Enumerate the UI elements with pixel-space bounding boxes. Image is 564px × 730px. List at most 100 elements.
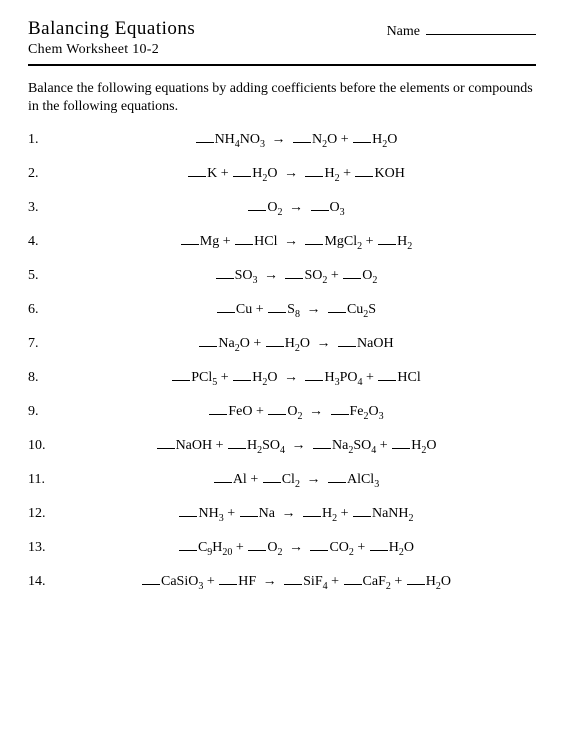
equation: K + H2O → H2 + KOH [56,166,536,182]
equation: Al + Cl2 → AlCl3 [56,472,536,488]
coefficient-blank[interactable] [209,405,227,415]
problem-number: 8. [28,370,56,386]
coefficient-blank[interactable] [157,439,175,449]
coefficient-blank[interactable] [228,439,246,449]
problem-number: 13. [28,540,56,556]
arrow-icon: → [263,574,277,590]
header-divider [28,64,536,66]
coefficient-blank[interactable] [233,167,251,177]
coefficient-blank[interactable] [217,303,235,313]
problem-row: 11.Al + Cl2 → AlCl3 [28,472,536,488]
coefficient-blank[interactable] [331,405,349,415]
equation: NH4NO3 → N2O + H2O [56,132,536,148]
name-field: Name [387,23,536,40]
coefficient-blank[interactable] [338,337,356,347]
equation: Na2O + H2O → NaOH [56,336,536,352]
coefficient-blank[interactable] [378,371,396,381]
equation: NH3 + Na → H2 + NaNH2 [56,506,536,522]
problem-row: 4.Mg + HCl → MgCl2 + H2 [28,234,536,250]
coefficient-blank[interactable] [303,507,321,517]
coefficient-blank[interactable] [263,473,281,483]
coefficient-blank[interactable] [407,575,425,585]
arrow-icon: → [289,540,303,556]
problem-row: 8.PCl5 + H2O → H3PO4 + HCl [28,370,536,386]
instructions-text: Balance the following equations by addin… [28,80,536,116]
arrow-icon: → [306,302,320,318]
problem-number: 14. [28,574,56,590]
problem-row: 5.SO3 → SO2 + O2 [28,268,536,284]
problem-number: 3. [28,200,56,216]
header-row: Balancing Equations Name [28,18,536,40]
coefficient-blank[interactable] [248,201,266,211]
coefficient-blank[interactable] [268,405,286,415]
coefficient-blank[interactable] [370,541,388,551]
coefficient-blank[interactable] [328,303,346,313]
coefficient-blank[interactable] [266,337,284,347]
equation: PCl5 + H2O → H3PO4 + HCl [56,370,536,386]
problem-number: 12. [28,506,56,522]
problem-row: 9.FeO + O2 → Fe2O3 [28,404,536,420]
equation: NaOH + H2SO4 → Na2SO4 + H2O [56,438,536,454]
coefficient-blank[interactable] [181,235,199,245]
arrow-icon: → [284,234,298,250]
problem-number: 10. [28,438,56,454]
title-block: Balancing Equations [28,18,195,40]
problem-row: 2.K + H2O → H2 + KOH [28,166,536,182]
coefficient-blank[interactable] [179,541,197,551]
problem-number: 5. [28,268,56,284]
coefficient-blank[interactable] [285,269,303,279]
problem-row: 1.NH4NO3 → N2O + H2O [28,132,536,148]
coefficient-blank[interactable] [310,541,328,551]
problem-number: 7. [28,336,56,352]
equation: SO3 → SO2 + O2 [56,268,536,284]
equation: FeO + O2 → Fe2O3 [56,404,536,420]
page-title: Balancing Equations [28,18,195,40]
coefficient-blank[interactable] [344,575,362,585]
name-input-line[interactable] [426,23,536,35]
coefficient-blank[interactable] [305,167,323,177]
problem-number: 9. [28,404,56,420]
coefficient-blank[interactable] [353,133,371,143]
problem-row: 13.C9H20 + O2 → CO2 + H2O [28,540,536,556]
arrow-icon: → [281,506,295,522]
arrow-icon: → [284,370,298,386]
coefficient-blank[interactable] [353,507,371,517]
coefficient-blank[interactable] [235,235,253,245]
problem-row: 6.Cu + S8 → Cu2S [28,302,536,318]
coefficient-blank[interactable] [378,235,396,245]
coefficient-blank[interactable] [188,167,206,177]
coefficient-blank[interactable] [214,473,232,483]
arrow-icon: → [272,132,286,148]
coefficient-blank[interactable] [293,133,311,143]
equation: Cu + S8 → Cu2S [56,302,536,318]
coefficient-blank[interactable] [355,167,373,177]
arrow-icon: → [309,404,323,420]
coefficient-blank[interactable] [233,371,251,381]
coefficient-blank[interactable] [313,439,331,449]
coefficient-blank[interactable] [284,575,302,585]
name-label: Name [387,24,420,40]
coefficient-blank[interactable] [268,303,286,313]
problem-number: 6. [28,302,56,318]
coefficient-blank[interactable] [328,473,346,483]
coefficient-blank[interactable] [142,575,160,585]
coefficient-blank[interactable] [240,507,258,517]
coefficient-blank[interactable] [311,201,329,211]
problem-row: 10.NaOH + H2SO4 → Na2SO4 + H2O [28,438,536,454]
coefficient-blank[interactable] [172,371,190,381]
coefficient-blank[interactable] [305,371,323,381]
coefficient-blank[interactable] [219,575,237,585]
coefficient-blank[interactable] [196,133,214,143]
coefficient-blank[interactable] [392,439,410,449]
coefficient-blank[interactable] [305,235,323,245]
arrow-icon: → [317,336,331,352]
coefficient-blank[interactable] [179,507,197,517]
problem-row: 3.O2 → O3 [28,200,536,216]
coefficient-blank[interactable] [343,269,361,279]
coefficient-blank[interactable] [216,269,234,279]
coefficient-blank[interactable] [248,541,266,551]
problem-row: 12.NH3 + Na → H2 + NaNH2 [28,506,536,522]
coefficient-blank[interactable] [199,337,217,347]
problem-number: 2. [28,166,56,182]
equation: C9H20 + O2 → CO2 + H2O [56,540,536,556]
